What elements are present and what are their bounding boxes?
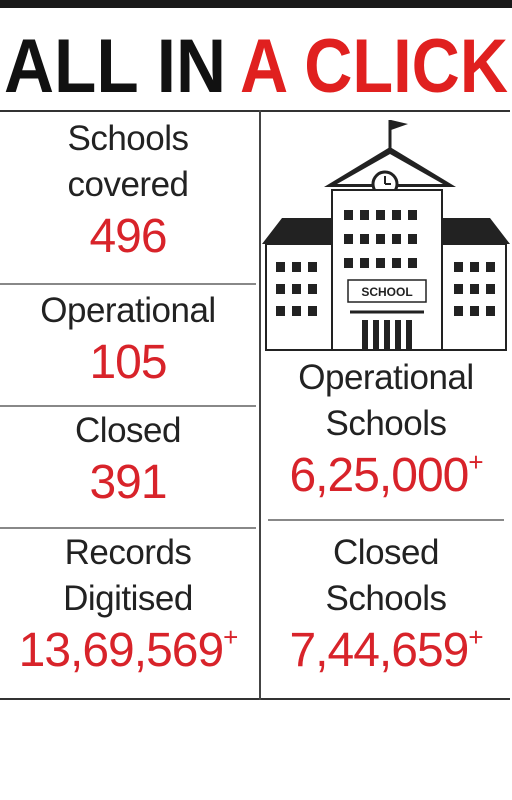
stat-value-line: 496 — [0, 208, 256, 266]
stat-label: Closed — [333, 533, 439, 572]
stat-suffix: + — [468, 447, 483, 477]
stat-value: 496 — [89, 210, 167, 263]
stat-label: Schools — [325, 404, 447, 443]
stat-label: Schools — [325, 579, 447, 618]
stat-cell: Operational Schools 6,25,000+ — [262, 355, 510, 505]
stat-value: 6,25,000 — [289, 449, 469, 502]
title-red: A CLICK — [240, 24, 508, 106]
table-frame — [0, 110, 510, 700]
school-illustration: SCHOOL — [262, 120, 510, 351]
divider — [0, 527, 256, 529]
stat-value: 391 — [89, 456, 167, 509]
stat-label: Closed — [75, 411, 181, 450]
stat-value: 105 — [89, 336, 167, 389]
stat-cell: Records Digitised 13,69,569+ — [0, 530, 256, 680]
divider — [259, 110, 261, 700]
stat-suffix: + — [223, 622, 238, 652]
stat-value: 7,44,659 — [289, 624, 469, 677]
stat-label: Digitised — [63, 579, 193, 618]
stat-label: covered — [67, 165, 189, 204]
stat-suffix: + — [468, 622, 483, 652]
divider — [0, 405, 256, 407]
stat-value-line: 13,69,569+ — [0, 622, 256, 680]
stat-cell: Closed Schools 7,44,659+ — [262, 530, 510, 680]
divider — [0, 283, 256, 285]
top-bar — [0, 0, 512, 8]
stat-cell: Operational 105 — [0, 288, 256, 392]
stat-cell: Schools covered 496 — [0, 116, 256, 266]
divider — [268, 519, 504, 521]
title-dark: ALL IN — [4, 24, 226, 106]
title: ALL IN A CLICK — [4, 24, 508, 106]
stat-value-line: 6,25,000+ — [262, 447, 510, 505]
stat-label: Schools — [67, 119, 189, 158]
stat-label: Records — [64, 533, 192, 572]
stat-label: Operational — [40, 291, 216, 330]
sign-text: SCHOOL — [361, 285, 412, 299]
stat-cell: Closed 391 — [0, 408, 256, 512]
stat-value-line: 391 — [0, 454, 256, 512]
stat-value-line: 105 — [0, 334, 256, 392]
stat-value-line: 7,44,659+ — [262, 622, 510, 680]
stat-label: Operational — [298, 358, 474, 397]
stat-value: 13,69,569 — [18, 624, 225, 677]
